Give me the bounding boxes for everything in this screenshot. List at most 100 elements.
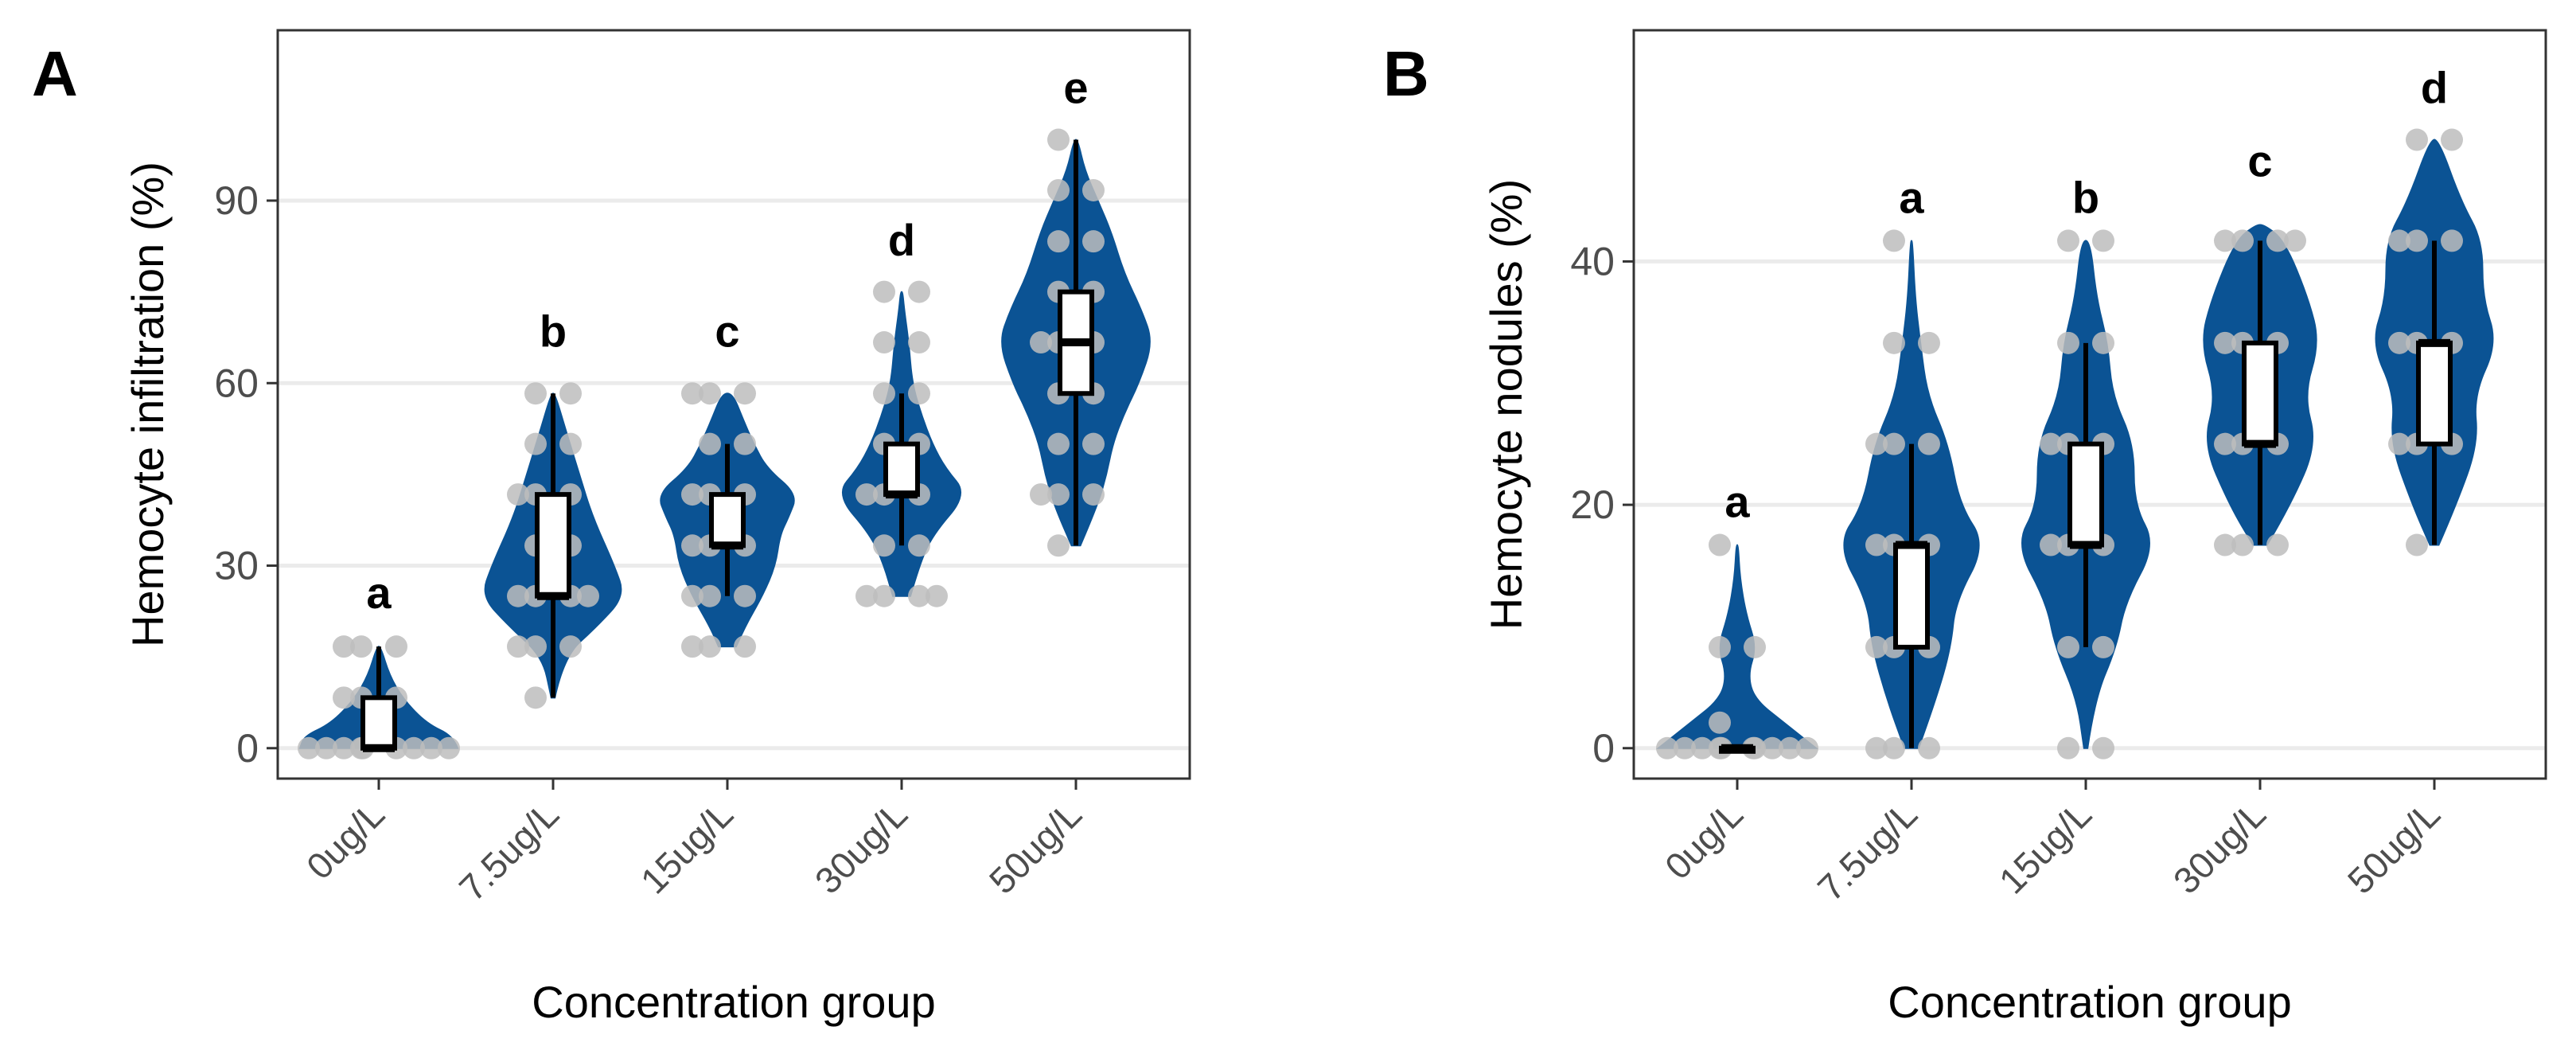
panel-b-significance-letters: a a b c d [1724, 63, 2448, 527]
panel-a-plot-border [276, 29, 1191, 780]
data-point [873, 534, 895, 557]
panel-b-violins [1656, 128, 2494, 759]
data-point [2441, 128, 2463, 151]
data-point [559, 382, 582, 405]
box-iqr [2242, 340, 2278, 447]
significance-letter: d [888, 215, 915, 265]
data-point [2040, 533, 2062, 556]
data-point [315, 736, 337, 759]
violin-group [1001, 128, 1151, 557]
significance-letter: e [1063, 63, 1088, 113]
data-point [1030, 483, 1052, 506]
data-point [873, 280, 895, 303]
significance-letter: c [715, 306, 739, 356]
significance-letter: a [1724, 476, 1750, 526]
data-point [908, 584, 930, 607]
data-point [507, 635, 529, 658]
panel-b-y-axis-title: Hemocyte nodules (%) [1481, 179, 1531, 630]
data-point [403, 736, 425, 759]
data-point [1883, 736, 1905, 759]
data-point [1674, 736, 1696, 759]
data-point [524, 432, 547, 455]
violin-group [484, 382, 622, 709]
panel-a-significance-letters: a b c d e [366, 63, 1088, 618]
data-point [333, 686, 355, 709]
data-point [1691, 736, 1713, 759]
data-point [2388, 432, 2410, 455]
significance-letter: b [2072, 172, 2099, 222]
data-point [507, 584, 529, 607]
data-point [1883, 432, 1905, 455]
data-point [681, 483, 703, 506]
y-tick-label: 0 [1592, 726, 1615, 771]
data-point [734, 432, 756, 455]
data-point [420, 736, 442, 759]
box-iqr [2416, 340, 2453, 447]
data-point [350, 635, 372, 658]
violin-group [841, 280, 962, 607]
panel-a-y-axis: 0 30 60 90 [214, 178, 278, 771]
data-point [1761, 736, 1783, 759]
data-point [1082, 230, 1105, 253]
data-point [2214, 229, 2236, 252]
significance-letter: b [540, 306, 567, 356]
data-point [2092, 635, 2114, 658]
data-point [699, 432, 721, 455]
panel-a-y-axis-title: Hemocyte infiltration (%) [123, 162, 173, 647]
data-point [1865, 635, 1888, 658]
data-point [2092, 736, 2114, 759]
data-point [298, 736, 320, 759]
data-point [333, 736, 355, 759]
data-point [333, 635, 355, 658]
data-point [2441, 229, 2463, 252]
data-point [1030, 331, 1052, 354]
data-point [1918, 736, 1940, 759]
data-point [524, 635, 547, 658]
data-point [1796, 736, 1818, 759]
data-point [1047, 432, 1070, 455]
data-point [873, 584, 895, 607]
data-point [873, 331, 895, 354]
data-point [734, 584, 756, 607]
data-point [2057, 635, 2079, 658]
data-point [2092, 229, 2114, 252]
data-point [1883, 331, 1905, 354]
significance-letter: c [2247, 135, 2272, 185]
y-tick-label: 60 [214, 361, 259, 405]
data-point [908, 331, 930, 354]
data-point [1883, 229, 1905, 252]
data-point [2406, 128, 2428, 151]
data-point [2057, 736, 2079, 759]
data-point [2284, 229, 2306, 252]
data-point [559, 432, 582, 455]
panel-b-x-axis-title: Concentration group [1888, 977, 2291, 1027]
panel-a-x-axis-title: Concentration group [532, 977, 935, 1027]
data-point [1047, 534, 1070, 557]
data-point [524, 686, 547, 709]
data-point [385, 635, 407, 658]
data-point [2388, 331, 2410, 354]
data-point [1656, 736, 1678, 759]
violin-group [1656, 533, 1818, 759]
data-point [577, 584, 599, 607]
data-point [2214, 331, 2236, 354]
data-point [524, 382, 547, 405]
data-point [2266, 533, 2289, 556]
data-point [2214, 533, 2236, 556]
data-point [1047, 483, 1070, 506]
data-point [908, 534, 930, 557]
violin-group [2021, 229, 2150, 759]
data-point [1082, 483, 1105, 506]
panel-a-violins [298, 128, 1151, 759]
box-iqr [360, 695, 397, 751]
data-point [1865, 432, 1888, 455]
data-point [1865, 533, 1888, 556]
data-point [681, 382, 703, 405]
data-point [2388, 229, 2410, 252]
data-point [699, 635, 721, 658]
data-point [1918, 331, 1940, 354]
data-point [1047, 230, 1070, 253]
data-point [699, 382, 721, 405]
data-point [734, 635, 756, 658]
